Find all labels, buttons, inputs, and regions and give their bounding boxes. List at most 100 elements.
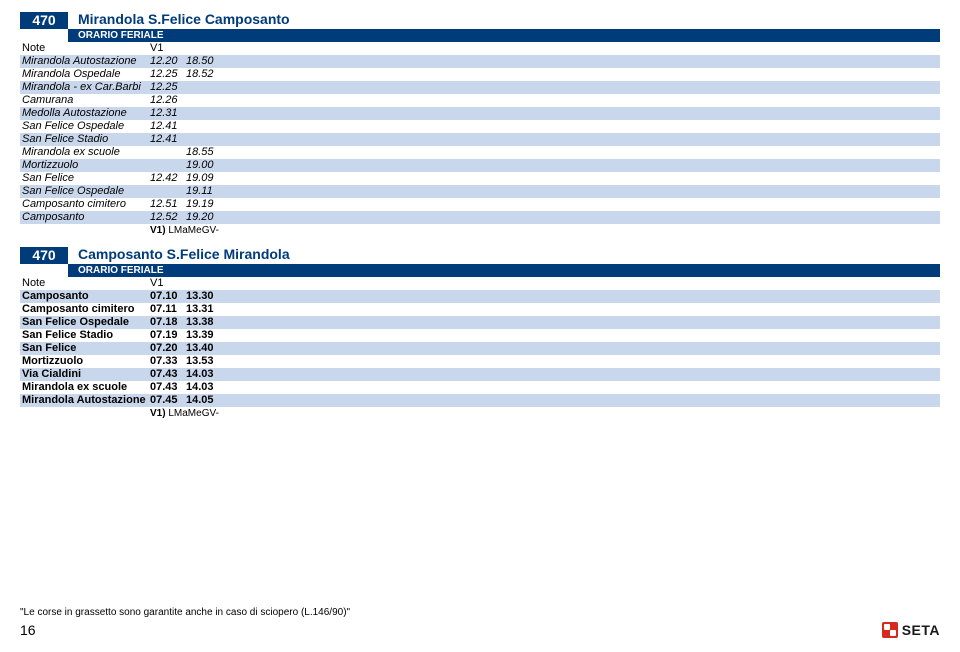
time-cell: 12.20 [150,55,186,68]
time-cell: 13.40 [186,342,222,355]
route-header: 470 Camposanto S.Felice Mirandola [20,247,940,264]
table-row: San Felice Ospedale 19.11 [20,185,940,198]
stop-name: Via Cialdini [20,368,150,381]
stop-name: Camposanto cimitero [20,198,150,211]
stop-name: Mirandola Autostazione [20,55,150,68]
table-row: Mirandola - ex Car.Barbi12.25 [20,81,940,94]
time-cell: 12.41 [150,120,186,133]
table-row: San Felice Stadio12.41 [20,133,940,146]
time-cell: 12.31 [150,107,186,120]
time-cell: 07.43 [150,368,186,381]
time-cell: 12.25 [150,68,186,81]
stop-name: Mirandola ex scuole [20,146,150,159]
time-cell: 18.50 [186,55,222,68]
route-title: Mirandola S.Felice Camposanto [68,12,940,29]
table-row: Camposanto cimitero07.1113.31 [20,303,940,316]
table-row: Medolla Autostazione12.31 [20,107,940,120]
time-cell: 12.42 [150,172,186,185]
orario-label: ORARIO FERIALE [68,29,940,42]
time-cell: 07.20 [150,342,186,355]
table-row: Via Cialdini07.4314.03 [20,368,940,381]
stop-name: San Felice Ospedale [20,120,150,133]
stop-name: Mirandola Autostazione [20,394,150,407]
spacer [20,29,68,42]
table-row: Mirandola Ospedale12.2518.52 [20,68,940,81]
time-cell: 14.03 [186,368,222,381]
table-row: Mirandola ex scuole 18.55 [20,146,940,159]
time-cell: 07.11 [150,303,186,316]
seta-logo-icon [882,622,898,638]
page-footer: "Le corse in grassetto sono garantite an… [20,607,940,638]
route-number-badge: 470 [20,247,68,264]
time-cell: 07.19 [150,329,186,342]
time-cell: 13.30 [186,290,222,303]
table-row: Mirandola Autostazione07.4514.05 [20,394,940,407]
table-row: Mortizzuolo07.3313.53 [20,355,940,368]
time-cell: 07.43 [150,381,186,394]
route-number-badge: 470 [20,12,68,29]
time-cell: 07.45 [150,394,186,407]
stop-name: Camposanto [20,290,150,303]
time-cell: 12.52 [150,211,186,224]
stop-name: Medolla Autostazione [20,107,150,120]
footnote: V1) LMaMeGV- [20,224,940,237]
time-cell: 18.52 [186,68,222,81]
table-row: San Felice07.2013.40 [20,342,940,355]
stop-name: Mirandola Ospedale [20,68,150,81]
time-cell: 19.19 [186,198,222,211]
table-row: San Felice Stadio07.1913.39 [20,329,940,342]
stop-name: San Felice Stadio [20,133,150,146]
orario-header: ORARIO FERIALE [20,29,940,42]
note-code: V1 [150,277,186,290]
time-cell: 14.05 [186,394,222,407]
timetable-block-1: 470 Mirandola S.Felice Camposanto ORARIO… [20,12,940,237]
table-row: Mirandola Autostazione12.2018.50 [20,55,940,68]
stop-name: San Felice [20,172,150,185]
stop-name: San Felice Ospedale [20,185,150,198]
timetable-block-2: 470 Camposanto S.Felice Mirandola ORARIO… [20,247,940,420]
time-cell: 07.10 [150,290,186,303]
time-cell: 19.11 [186,185,222,198]
note-row: Note V1 [20,277,940,290]
time-cell: 07.33 [150,355,186,368]
table-row: Camposanto cimitero12.5119.19 [20,198,940,211]
table-row: San Felice Ospedale07.1813.38 [20,316,940,329]
time-cell: 12.25 [150,81,186,94]
table-row: Camposanto12.5219.20 [20,211,940,224]
time-cell: 12.41 [150,133,186,146]
stop-name: San Felice Ospedale [20,316,150,329]
time-cell: 13.39 [186,329,222,342]
stop-name: Camposanto cimitero [20,303,150,316]
table-row: Camposanto07.1013.30 [20,290,940,303]
stop-name: Mortizzuolo [20,159,150,172]
stop-name: Mirandola - ex Car.Barbi [20,81,150,94]
orario-label: ORARIO FERIALE [68,264,940,277]
time-cell: 13.53 [186,355,222,368]
time-cell: 19.20 [186,211,222,224]
timetable-rows: Mirandola Autostazione12.2018.50Mirandol… [20,55,940,224]
footnote-text: LMaMeGV- [168,225,219,236]
disclaimer-text: "Le corse in grassetto sono garantite an… [20,607,350,618]
time-cell: 12.51 [150,198,186,211]
note-row: Note V1 [20,42,940,55]
stop-name: Camurana [20,94,150,107]
route-title: Camposanto S.Felice Mirandola [68,247,940,264]
footnote-text: LMaMeGV- [168,408,219,419]
brand-logo: SETA [882,622,940,638]
stop-name: San Felice Stadio [20,329,150,342]
time-cell: 19.09 [186,172,222,185]
time-cell: 19.00 [186,159,222,172]
page: 470 Mirandola S.Felice Camposanto ORARIO… [0,0,960,420]
orario-header: ORARIO FERIALE [20,264,940,277]
table-row: Mirandola ex scuole07.4314.03 [20,381,940,394]
page-number: 16 [20,622,350,638]
timetable-rows: Camposanto07.1013.30Camposanto cimitero0… [20,290,940,407]
time-cell: 18.55 [186,146,222,159]
table-row: San Felice12.4219.09 [20,172,940,185]
time-cell: 12.26 [150,94,186,107]
route-header: 470 Mirandola S.Felice Camposanto [20,12,940,29]
time-cell: 07.18 [150,316,186,329]
footer-left: "Le corse in grassetto sono garantite an… [20,607,350,638]
time-cell: 14.03 [186,381,222,394]
note-label: Note [20,42,150,55]
